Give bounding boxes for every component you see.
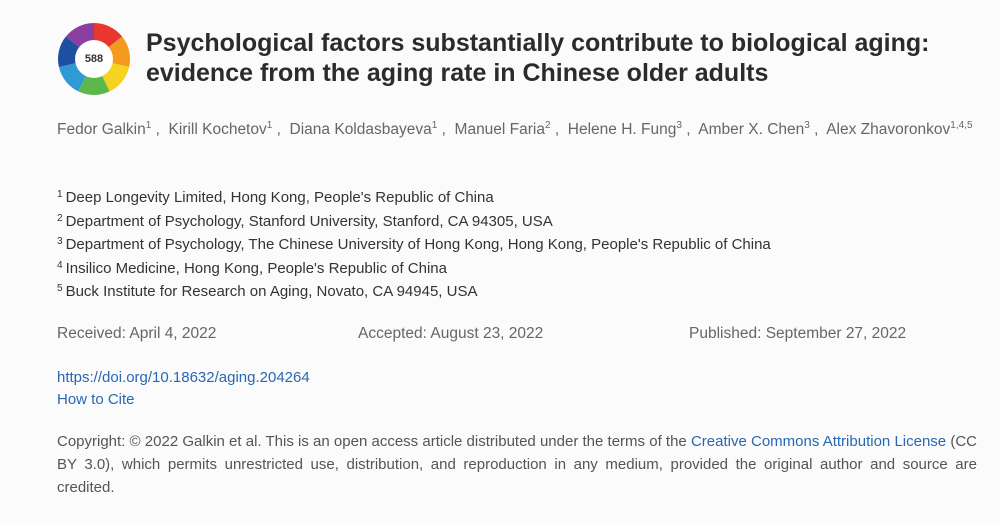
author-name: Helene H. Fung (567, 121, 677, 138)
received-date: Received: April 4, 2022 (57, 325, 217, 342)
author-affiliation-number: 2 (545, 120, 551, 131)
how-to-cite-link[interactable]: How to Cite (57, 391, 135, 408)
altmetric-score: 588 (84, 53, 104, 65)
affiliation-list: 1 Deep Longevity Limited, Hong Kong, Peop… (57, 186, 977, 304)
article-dates: Received: April 4, 2022 Accepted: August… (57, 325, 957, 349)
affiliation-text: Deep Longevity Limited, Hong Kong, Peopl… (65, 189, 494, 206)
accepted-date: Accepted: August 23, 2022 (358, 325, 544, 342)
published-date: Published: September 27, 2022 (689, 325, 907, 342)
author: Kirill Kochetov1 (168, 120, 273, 139)
altmetric-badge[interactable]: 588 (57, 22, 131, 96)
affiliation-text: Department of Psychology, Stanford Unive… (65, 212, 553, 230)
copyright-text-start: Copyright: © 2022 Galkin et al. This is … (57, 433, 691, 450)
affiliation-text: Buck Institute for Research on Aging, No… (65, 283, 478, 300)
copyright-text-end: (CC BY 3.0), which permits unrestricted … (57, 433, 978, 496)
affiliation-item: 3 Department of Psychology, The Chinese U… (57, 233, 977, 257)
article-title: Psychological factors substantially cont… (146, 29, 930, 87)
author-affiliation-number: 3 (676, 120, 682, 131)
author-affiliation-number: 1 (266, 120, 273, 131)
author-name: Fedor Galkin (57, 121, 146, 138)
author-affiliation-number: 3 (804, 120, 810, 131)
author-name: Kirill Kochetov (168, 121, 267, 138)
author: Helene H. Fung3 (567, 120, 682, 139)
author: Alex Zhavoronkov1,4,5 (826, 120, 973, 139)
affiliation-number: 3 (57, 236, 63, 247)
affiliation-text: Insilico Medicine, Hong Kong, People's R… (65, 259, 447, 277)
altmetric-donut-icon (58, 23, 130, 95)
affiliation-number: 5 (57, 283, 63, 294)
author-name: Alex Zhavoronkov (826, 121, 951, 138)
author-affiliation-number: 1 (431, 120, 438, 131)
author-affiliation-number: 1,4,5 (950, 120, 973, 131)
author: Fedor Galkin1 (57, 120, 152, 139)
author-list: Fedor Galkin1 , Kirill Kochetov1 , Diana… (57, 120, 973, 139)
article-links: https://doi.org/10.18632/aging.204264 Ho… (57, 367, 310, 411)
author-name: Amber X. Chen (698, 121, 805, 138)
author-affiliation-number: 1 (145, 120, 152, 131)
affiliation-number: 1 (57, 189, 63, 200)
affiliation-text: Department of Psychology, The Chinese Un… (65, 236, 771, 253)
affiliation-item: 2 Department of Psychology, Stanford Univ… (57, 210, 977, 234)
author: Manuel Faria2 (454, 120, 551, 139)
affiliation-number: 4 (57, 259, 63, 271)
author-name: Diana Koldasbayeva (289, 121, 432, 138)
affiliation-item: 1 Deep Longevity Limited, Hong Kong, Peop… (57, 186, 977, 210)
affiliation-item: 4 Insilico Medicine, Hong Kong, People's … (57, 257, 977, 281)
copyright-notice: Copyright: © 2022 Galkin et al. This is … (57, 430, 977, 499)
affiliation-number: 2 (57, 212, 63, 224)
author-name: Manuel Faria (454, 121, 545, 138)
affiliation-item: 5 Buck Institute for Research on Aging, N… (57, 280, 977, 304)
author: Amber X. Chen3 (698, 120, 810, 139)
doi-link[interactable]: https://doi.org/10.18632/aging.204264 (57, 369, 310, 386)
license-link[interactable]: Creative Commons Attribution License (690, 433, 947, 450)
author: Diana Koldasbayeva1 (289, 120, 438, 139)
